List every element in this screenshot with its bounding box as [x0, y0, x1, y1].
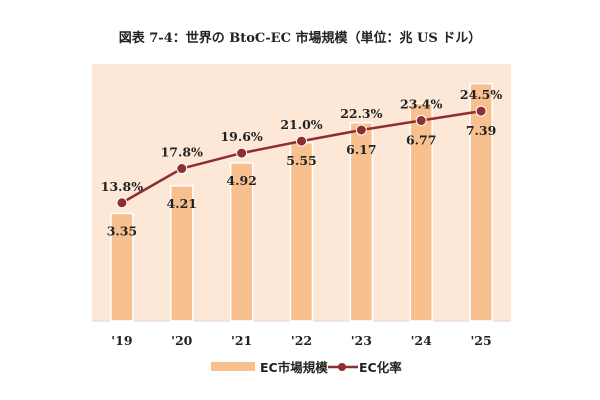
bar-value-label: 4.92	[226, 173, 256, 188]
x-tick-label: '23	[351, 333, 372, 348]
rate-value-label: 17.8%	[161, 145, 203, 160]
legend-bar-label: EC市場規模	[260, 360, 328, 375]
rate-point	[116, 197, 128, 209]
rate-value-label: 24.5%	[460, 87, 502, 102]
bar-19	[110, 212, 134, 322]
bar-value-label: 7.39	[466, 123, 496, 138]
rate-point	[176, 163, 188, 175]
bar-value-label: 6.17	[346, 142, 376, 157]
bar-24	[409, 102, 433, 322]
rate-point	[296, 135, 307, 147]
legend-bar-swatch	[211, 362, 255, 371]
bar-value-label: 4.21	[167, 196, 197, 211]
rate-value-label: 13.8%	[101, 179, 143, 194]
bar-value-label: 6.77	[406, 133, 436, 148]
bar-23	[349, 122, 374, 322]
rate-value-label: 22.3%	[340, 106, 382, 121]
legend-line-label: EC化率	[359, 360, 402, 375]
rate-point	[355, 124, 367, 136]
bar-20	[170, 185, 194, 322]
bar-21	[229, 162, 254, 322]
x-tick-label: '21	[231, 333, 252, 348]
x-tick-label: '19	[111, 333, 132, 348]
x-tick-label: '25	[470, 333, 491, 348]
rate-point	[415, 115, 427, 127]
x-tick-label: '20	[171, 333, 193, 348]
bar-25	[469, 82, 493, 322]
legend-line-marker	[338, 363, 346, 371]
x-tick-label: '24	[411, 333, 433, 348]
rate-point	[236, 147, 248, 159]
rate-point	[475, 105, 487, 117]
rate-value-label: 21.0%	[280, 117, 322, 132]
bar-value-label: 5.55	[286, 153, 316, 168]
bar-value-label: 3.35	[107, 223, 137, 238]
rate-value-label: 23.4%	[400, 97, 442, 112]
rate-value-label: 19.6%	[220, 129, 262, 144]
x-tick-label: '22	[291, 333, 312, 348]
chart-title: 図表 7-4：世界の BtoC-EC 市場規模（単位：兆 US ドル）	[118, 31, 482, 46]
bar-22	[289, 141, 314, 322]
